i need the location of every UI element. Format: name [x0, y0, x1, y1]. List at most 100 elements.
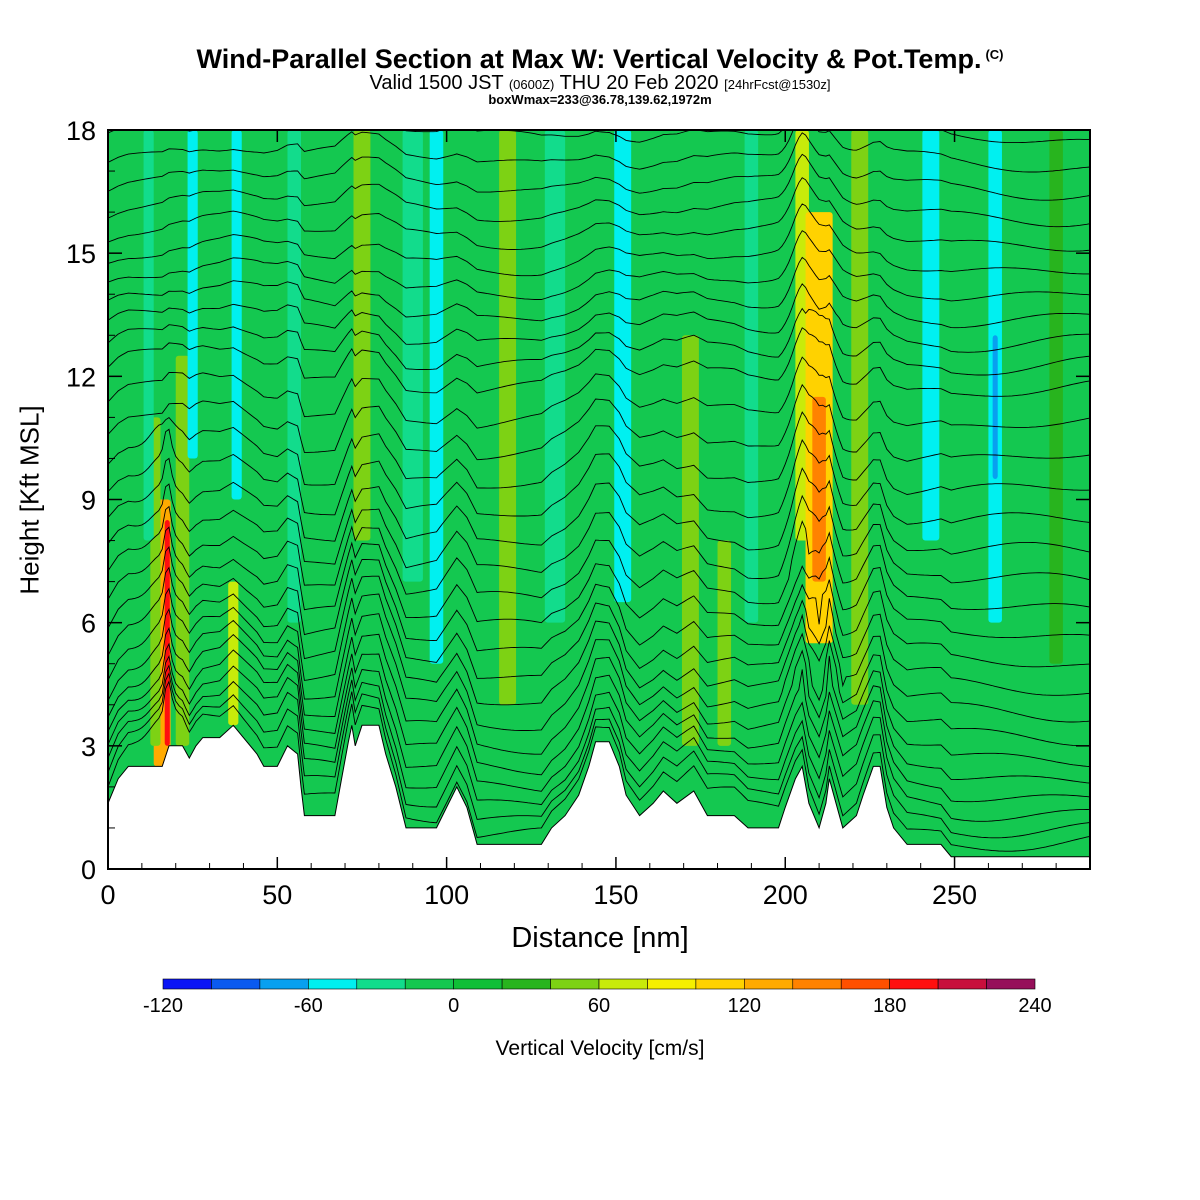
updraft-band-1 [164, 520, 170, 746]
x-tick-label-0: 0 [100, 880, 115, 910]
chart-title: Wind-Parallel Section at Max W: Vertical… [196, 44, 1004, 74]
colorbar-swatch-4 [356, 978, 406, 990]
colorbar-swatch-11 [695, 978, 745, 990]
y-axis-label: Height [Kft MSL] [14, 405, 45, 595]
updraft-band-15 [681, 335, 699, 746]
theta-contour-14 [108, 428, 1090, 525]
axes: 0 50 100 150 200 250 0 3 6 9 12 15 18 [66, 116, 1090, 910]
x-tick-label-200: 200 [763, 880, 808, 910]
y-tick-label-9: 9 [81, 486, 96, 516]
downdraft-band-24 [992, 335, 998, 479]
downdraft-band-13 [544, 130, 566, 623]
downdraft-band-8 [287, 130, 302, 623]
theta-contour-16 [108, 383, 1090, 462]
colorbar-tick-180: 180 [873, 995, 906, 1017]
theta-contour-24 [108, 177, 1090, 252]
colorbar-swatch-1 [211, 978, 261, 990]
y-tick-label-12: 12 [66, 362, 96, 392]
updraft-band-20 [812, 396, 826, 582]
theta-contour-17 [108, 356, 1090, 429]
theta-contour-25 [108, 153, 1090, 228]
theta-contour-3 [108, 654, 1090, 803]
updraft-band-4 [228, 581, 239, 726]
theta-contour-15 [108, 411, 1090, 495]
colorbar-swatch-3 [308, 978, 358, 990]
theta-contour-19 [108, 307, 1090, 376]
colorbar-swatch-15 [889, 978, 939, 990]
downdraft-band-11 [429, 130, 444, 664]
updraft-band-3 [175, 355, 190, 746]
theta-contour-8 [108, 566, 1090, 696]
theta-contour-18 [108, 327, 1090, 397]
theta-contour-13 [108, 457, 1090, 555]
colorbar-swatch-8 [550, 978, 600, 990]
theta-contour-21 [108, 256, 1090, 329]
colorbar-tick--120: -120 [143, 995, 183, 1017]
downdraft-band-22 [922, 130, 940, 541]
terrain-mask [108, 724, 1090, 869]
colorbar-swatch-13 [792, 978, 842, 990]
downdraft-band-6 [187, 130, 198, 459]
colorbar-tick-240: 240 [1018, 995, 1051, 1017]
theta-contour-0 [108, 680, 1090, 852]
x-tick-label-100: 100 [424, 880, 469, 910]
theta-contour-4 [108, 642, 1090, 784]
colorbar-swatch-10 [647, 978, 697, 990]
y-tick-label-15: 15 [66, 239, 96, 269]
y-tick-label-6: 6 [81, 609, 96, 639]
theta-contour-27 [108, 130, 1090, 173]
updraft-band-16 [717, 540, 732, 746]
x-tick-label-250: 250 [932, 880, 977, 910]
theta-contour-2 [108, 664, 1090, 822]
updraft-band-25 [1049, 130, 1063, 664]
colorbar-swatch-0 [162, 978, 212, 990]
colorbar-tick-60: 60 [588, 995, 610, 1017]
box-max-info: boxWmax=233@36.78,139.62,1972m [488, 92, 712, 107]
colorbar-tick-0: 0 [448, 995, 459, 1017]
colorbar-swatch-7 [501, 978, 551, 990]
theta-contour-10 [108, 526, 1090, 639]
theta-contour-11 [108, 505, 1090, 610]
colorbar-label: Vertical Velocity [cm/s] [495, 1037, 705, 1060]
chart-subtitle: Valid 1500 JST (0600Z) THU 20 Feb 2020 [… [369, 72, 831, 94]
downdraft-band-17 [744, 130, 759, 623]
theta-contour-1 [108, 671, 1090, 839]
updraft-band-12 [499, 130, 517, 705]
colorbar-swatch-2 [259, 978, 309, 990]
x-axis-label: Distance [nm] [511, 922, 689, 954]
x-tick-label-50: 50 [262, 880, 292, 910]
downdraft-band-10 [402, 130, 423, 582]
theta-contour-12 [108, 483, 1090, 584]
theta-contour-26 [108, 132, 1090, 201]
theta-contour-6 [108, 607, 1090, 747]
colorbar-swatch-17 [986, 978, 1036, 990]
y-tick-label-18: 18 [66, 116, 96, 146]
y-tick-label-3: 3 [81, 732, 96, 762]
theta-contour-23 [108, 203, 1090, 277]
colorbar-swatch-12 [744, 978, 794, 990]
theta-contour-20 [108, 283, 1090, 353]
colorbar-swatch-6 [453, 978, 503, 990]
colorbar-swatch-14 [840, 978, 890, 990]
downdraft-band-7 [231, 130, 242, 500]
theta-contour-5 [108, 626, 1090, 767]
colorbar-swatch-9 [598, 978, 648, 990]
updraft-band-9 [353, 130, 371, 541]
y-tick-label-0: 0 [81, 855, 96, 885]
theta-contour-9 [108, 546, 1090, 668]
colorbar-swatch-5 [404, 978, 454, 990]
colorbar-tick--60: -60 [294, 995, 323, 1017]
downdraft-band-14 [614, 130, 632, 603]
theta-contours [108, 79, 1090, 852]
theta-contour-29 [108, 79, 1090, 115]
colorbar-swatch-16 [937, 978, 987, 990]
theta-contour-7 [108, 587, 1090, 723]
theta-contour-22 [108, 230, 1090, 302]
downdraft-band-5 [143, 130, 154, 541]
theta-contour-28 [108, 130, 1090, 144]
x-tick-label-150: 150 [593, 880, 638, 910]
colorbar-tick-120: 120 [728, 995, 761, 1017]
terrain [108, 724, 1090, 869]
colorbar: -120 -60 0 60 120 180 240 [143, 978, 1052, 1017]
